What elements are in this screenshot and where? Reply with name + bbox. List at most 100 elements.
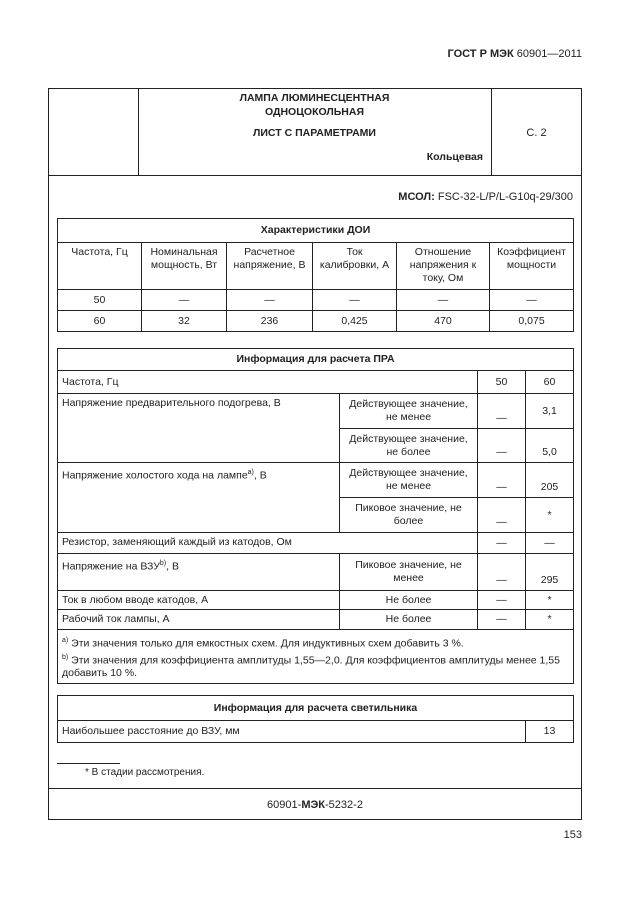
cell: 0,075: [488, 310, 575, 332]
value-60: *: [524, 609, 575, 630]
cell: —: [488, 289, 575, 311]
condition: Действующее значение, не более: [339, 428, 478, 463]
note-text: Эти значения только для емкостных схем. …: [71, 637, 464, 650]
parameter-value: 13: [524, 720, 575, 743]
parameter-text: Напряжение холостого хода на лампе: [62, 469, 248, 482]
sheet-page: С. 2: [526, 127, 547, 139]
value-50: —: [477, 590, 526, 610]
cell: 60: [57, 310, 142, 332]
title-block-left-divider: [138, 88, 139, 175]
table-row: 60 32 236 0,425 470 0,075: [57, 310, 575, 332]
value-50: —: [477, 532, 526, 554]
standard-number: 60901—2011: [516, 48, 582, 60]
table-row: Ток в любом вводе катодов, А Не более — …: [57, 590, 575, 610]
column-header: Частота, Гц: [57, 242, 142, 290]
table-row: Рабочий ток лампы, А Не более — *: [57, 609, 575, 630]
standard-designation: ГОСТ Р МЭК 60901—2011: [447, 48, 582, 60]
title-block-divider: [48, 175, 582, 176]
footnote-rule: [57, 763, 120, 764]
lamp-designation: МСОЛ: FSC-32-L/P/L-G10q-29/300: [398, 191, 573, 203]
value-60: 5,0: [524, 428, 575, 463]
value-50: —: [477, 553, 526, 591]
table-row: Резистор, заменяющий каждый из катодов, …: [57, 532, 575, 554]
cell: —: [396, 289, 490, 311]
frequency-50: 50: [477, 370, 526, 394]
parameter-unit: , В: [166, 560, 179, 573]
column-header: Отношение напряжения к току, Ом: [396, 242, 490, 290]
parameter-label: Напряжение предварительного подогрева, В: [57, 393, 340, 463]
condition: Пиковое значение, не более: [339, 497, 478, 533]
table-row: Действующее значение, не более — 5,0: [58, 428, 575, 463]
value-50: —: [477, 428, 526, 463]
parameter-label: Напряжение на ВЗУb), В: [57, 553, 340, 591]
condition: Пиковое значение, не менее: [339, 553, 478, 591]
sheet-subtitle: ЛИСТ С ПАРАМЕТРАМИ: [253, 127, 376, 139]
column-header: Номинальная мощность, Вт: [141, 242, 227, 290]
table-row: Наибольшее расстояние до ВЗУ, мм 13: [57, 720, 575, 743]
lamp-shape: Кольцевая: [426, 151, 483, 163]
column-header: Коэффициент мощности: [488, 242, 575, 290]
parameter-label: Ток в любом вводе катодов, А: [57, 590, 340, 610]
note-text: Эти значения для коэффициента амплитуды …: [62, 654, 560, 679]
sheet-code-prefix: 60901-: [267, 799, 302, 811]
condition: Действующее значение, не менее: [339, 393, 478, 429]
column-header: Расчетное напряжение, В: [226, 242, 313, 290]
sheet-code-suffix: -5232-2: [325, 799, 363, 811]
value-60: 3,1: [524, 393, 575, 429]
table-row: Пиковое значение, не более — *: [58, 497, 575, 533]
parameter-label: Наибольшее расстояние до ВЗУ, мм: [57, 720, 526, 743]
luminaire-info-table: Информация для расчета светильника Наибо…: [56, 695, 575, 743]
title-line: ОДНОЦОКОЛЬНАЯ: [264, 106, 365, 118]
cell: 236: [226, 310, 313, 332]
cell: 50: [57, 289, 142, 311]
value-50: —: [477, 393, 526, 429]
sheet-code-org: МЭК: [301, 799, 326, 811]
table-row: Напряжение на ВЗУb), В Пиковое значение,…: [57, 553, 575, 591]
cell: 0,425: [312, 310, 397, 332]
parameter-label: Резистор, заменяющий каждый из катодов, …: [57, 532, 478, 554]
table-notes: а) Эти значения только для емкостных схе…: [56, 629, 575, 684]
title-block-right-divider: [491, 88, 492, 175]
cell: 470: [396, 310, 490, 332]
value-60: 295: [524, 553, 575, 591]
condition: Не более: [339, 590, 478, 610]
table-title: Характеристики ДОИ: [56, 218, 575, 243]
standard-code: ГОСТ Р МЭК: [447, 48, 514, 60]
title-line: ЛАМПА ЛЮМИНЕСЦЕНТНАЯ: [239, 92, 390, 104]
note: b) Эти значения для коэффициента амплиту…: [62, 651, 569, 681]
value-60: *: [524, 497, 575, 533]
frequency-label: Частота, Гц: [57, 370, 478, 394]
value-60: 205: [524, 462, 575, 498]
cell: 32: [141, 310, 227, 332]
note-mark: b): [62, 653, 69, 661]
lamp-characteristics-table: Характеристики ДОИ Частота, Гц Номинальн…: [56, 218, 575, 332]
sheet-title: ЛАМПА ЛЮМИНЕСЦЕНТНАЯ ОДНОЦОКОЛЬНАЯ: [138, 91, 491, 119]
parameter-label: Рабочий ток лампы, А: [57, 609, 340, 630]
condition: Действующее значение, не менее: [339, 462, 478, 498]
sheet-code: 60901-МЭК-5232-2: [48, 799, 582, 811]
parameter-text: Напряжение на ВЗУ: [62, 560, 160, 573]
page-number: 153: [563, 829, 582, 841]
footnote: * В стадии рассмотрения.: [85, 767, 205, 778]
sheet-frame: [48, 88, 582, 820]
cell: —: [141, 289, 227, 311]
cell: —: [226, 289, 313, 311]
table-title: Информация для расчета ПРА: [56, 348, 575, 371]
note: а) Эти значения только для емкостных схе…: [62, 634, 569, 651]
cell: —: [312, 289, 397, 311]
footnote-ref: а): [247, 469, 254, 476]
footnote-ref: b): [159, 560, 167, 567]
note-mark: а): [62, 637, 69, 644]
value-50: —: [477, 462, 526, 498]
table-row: Напряжение предварительного подогрева, В…: [57, 393, 575, 463]
parameter-unit: , В: [253, 469, 267, 482]
designation-label: МСОЛ:: [398, 191, 435, 203]
value-50: —: [477, 497, 526, 533]
designation-value: FSC-32-L/P/L-G10q-29/300: [437, 191, 573, 203]
parameter-label: Напряжение холостого хода на лампеа), В: [57, 462, 340, 533]
table-row: Напряжение холостого хода на лампеа), В …: [57, 462, 575, 533]
value-50: —: [477, 609, 526, 630]
table-row: 50 — — — — —: [57, 289, 575, 311]
value-60: *: [524, 590, 575, 610]
frequency-60: 60: [524, 370, 575, 394]
